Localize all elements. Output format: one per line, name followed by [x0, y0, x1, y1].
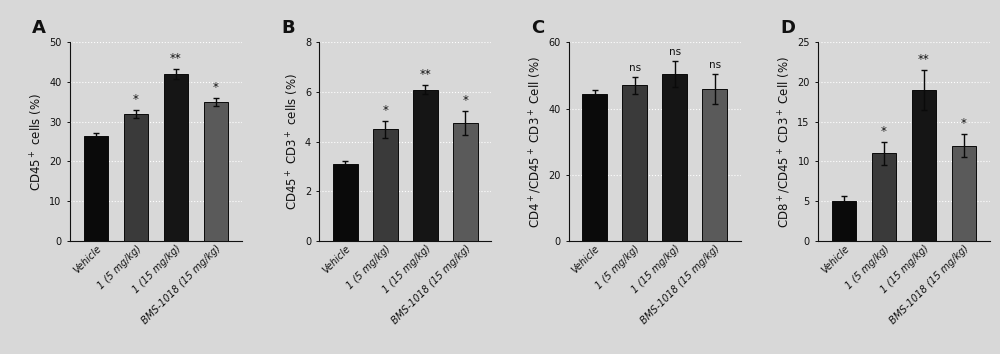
- Text: C: C: [531, 19, 544, 37]
- Bar: [124, 114, 148, 241]
- Text: ns: ns: [669, 47, 681, 57]
- Text: *: *: [462, 94, 468, 107]
- Bar: [622, 85, 647, 241]
- Text: **: **: [918, 53, 930, 66]
- Bar: [373, 129, 398, 241]
- Bar: [453, 123, 478, 241]
- Text: ns: ns: [629, 63, 641, 73]
- Text: *: *: [961, 117, 967, 130]
- Text: *: *: [881, 125, 887, 138]
- Text: B: B: [282, 19, 295, 37]
- Text: **: **: [419, 68, 431, 81]
- Y-axis label: CD4$^+$/CD45$^+$ CD3$^+$ Cell (%): CD4$^+$/CD45$^+$ CD3$^+$ Cell (%): [528, 56, 544, 228]
- Bar: [204, 102, 228, 241]
- Bar: [582, 94, 607, 241]
- Bar: [662, 74, 687, 241]
- Text: A: A: [32, 19, 46, 37]
- Y-axis label: CD8$^+$/CD45$^+$ CD3$^+$ Cell (%): CD8$^+$/CD45$^+$ CD3$^+$ Cell (%): [777, 56, 793, 228]
- Text: D: D: [780, 19, 795, 37]
- Bar: [832, 201, 856, 241]
- Text: *: *: [382, 104, 388, 116]
- Bar: [333, 164, 358, 241]
- Text: **: **: [170, 52, 182, 65]
- Bar: [872, 154, 896, 241]
- Text: *: *: [133, 93, 139, 106]
- Bar: [413, 90, 438, 241]
- Y-axis label: CD45$^+$ cells (%): CD45$^+$ cells (%): [29, 93, 45, 190]
- Text: *: *: [213, 81, 219, 94]
- Text: ns: ns: [709, 60, 721, 70]
- Bar: [702, 89, 727, 241]
- Y-axis label: CD45$^+$ CD3$^+$ cells (%): CD45$^+$ CD3$^+$ cells (%): [284, 73, 301, 210]
- Bar: [952, 145, 976, 241]
- Bar: [912, 90, 936, 241]
- Bar: [84, 136, 108, 241]
- Bar: [164, 74, 188, 241]
